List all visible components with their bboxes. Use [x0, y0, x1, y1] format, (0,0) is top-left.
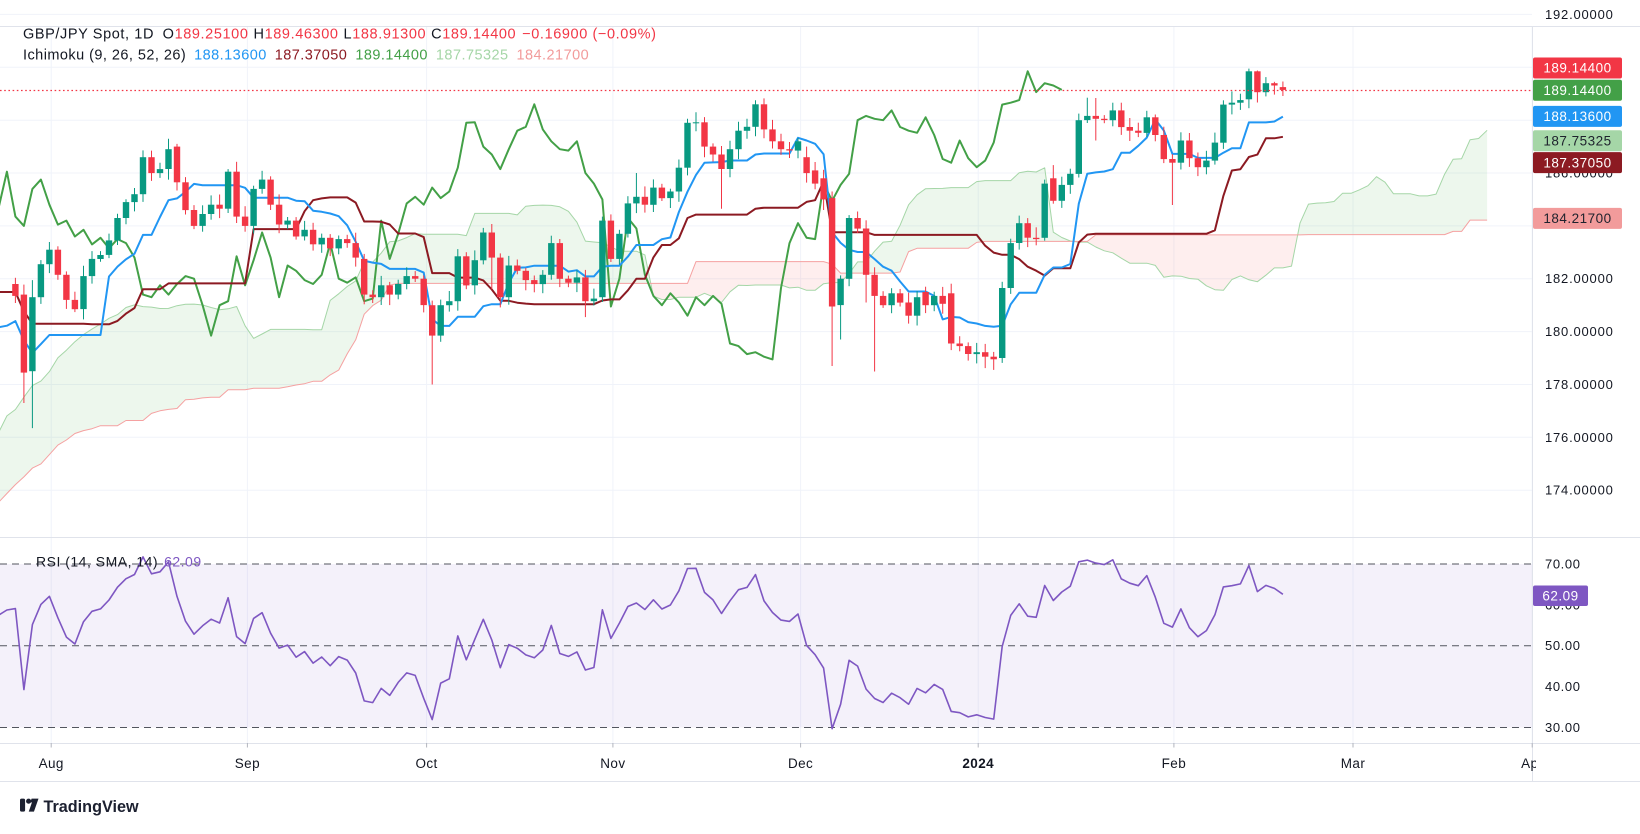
svg-text:50.00: 50.00 [1545, 638, 1581, 653]
svg-text:180.00000: 180.00000 [1545, 324, 1614, 339]
svg-text:Ichimoku (9, 26, 52, 26)188.13: Ichimoku (9, 26, 52, 26) 188.13600 187.370… [23, 48, 589, 64]
svg-text:30.00: 30.00 [1545, 720, 1581, 735]
svg-text:192.00000: 192.00000 [1545, 7, 1614, 22]
svg-text:Oct: Oct [415, 756, 437, 771]
svg-text:TradingView: TradingView [44, 798, 139, 816]
svg-text:40.00: 40.00 [1545, 679, 1581, 694]
svg-text:Sep: Sep [235, 756, 260, 771]
svg-text:Dec: Dec [788, 756, 813, 771]
svg-text:182.00000: 182.00000 [1545, 271, 1614, 286]
svg-text:178.00000: 178.00000 [1545, 377, 1614, 392]
svg-text:184.21700: 184.21700 [1543, 211, 1611, 226]
svg-text:62.09: 62.09 [1542, 589, 1578, 604]
svg-text:Mar: Mar [1341, 756, 1366, 771]
svg-text:Apr: Apr [1521, 756, 1543, 771]
svg-text:188.13600: 188.13600 [1543, 109, 1611, 124]
svg-text:Feb: Feb [1162, 756, 1186, 771]
svg-text:189.14400: 189.14400 [1543, 61, 1611, 76]
svg-text:70.00: 70.00 [1545, 557, 1581, 572]
svg-text:174.00000: 174.00000 [1545, 483, 1614, 498]
svg-text:187.37050: 187.37050 [1543, 155, 1611, 170]
svg-text:RSI (14, SMA, 14)62.09: RSI (14, SMA, 14) 62.09 [36, 554, 202, 570]
svg-text:Aug: Aug [39, 756, 64, 771]
svg-text:189.14400: 189.14400 [1543, 83, 1611, 98]
svg-text:187.75325: 187.75325 [1543, 134, 1611, 149]
svg-text:176.00000: 176.00000 [1545, 430, 1614, 445]
svg-text:Nov: Nov [600, 756, 625, 771]
svg-text:2024: 2024 [962, 756, 994, 771]
